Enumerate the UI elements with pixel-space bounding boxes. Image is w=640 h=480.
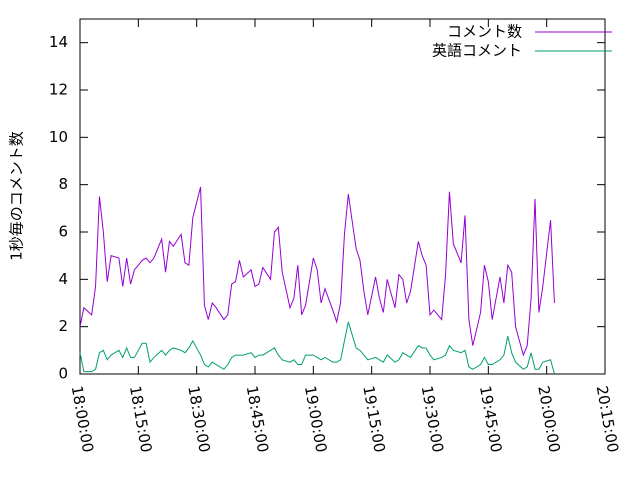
x-tick-label: 20:00:00 (534, 384, 563, 453)
y-tick-label: 2 (58, 317, 68, 335)
x-tick-label: 19:45:00 (476, 384, 505, 453)
series-line (79, 186, 555, 357)
x-tick-label: 18:30:00 (184, 384, 213, 453)
x-tick-label: 18:15:00 (126, 384, 155, 453)
y-axis-label: 1秒毎のコメント数 (8, 131, 26, 261)
y-tick-label: 14 (49, 33, 68, 51)
x-tick-label: 18:45:00 (243, 384, 272, 453)
legend-label: 英語コメント (432, 42, 522, 60)
y-tick-label: 6 (58, 223, 68, 241)
series-line (79, 321, 555, 375)
x-tick-label: 19:15:00 (359, 384, 388, 453)
y-tick-label: 10 (49, 128, 68, 146)
x-tick-label: 19:30:00 (418, 384, 447, 453)
y-tick-label: 0 (58, 365, 68, 383)
x-tick-label: 19:00:00 (301, 384, 330, 453)
y-tick-label: 8 (58, 175, 68, 193)
plot-border (79, 18, 606, 375)
x-tick-label: 18:00:00 (68, 384, 97, 453)
x-tick-label: 20:15:00 (593, 384, 622, 453)
y-tick-label: 12 (49, 81, 68, 99)
legend-label: コメント数 (447, 23, 522, 41)
y-tick-label: 4 (58, 270, 68, 288)
